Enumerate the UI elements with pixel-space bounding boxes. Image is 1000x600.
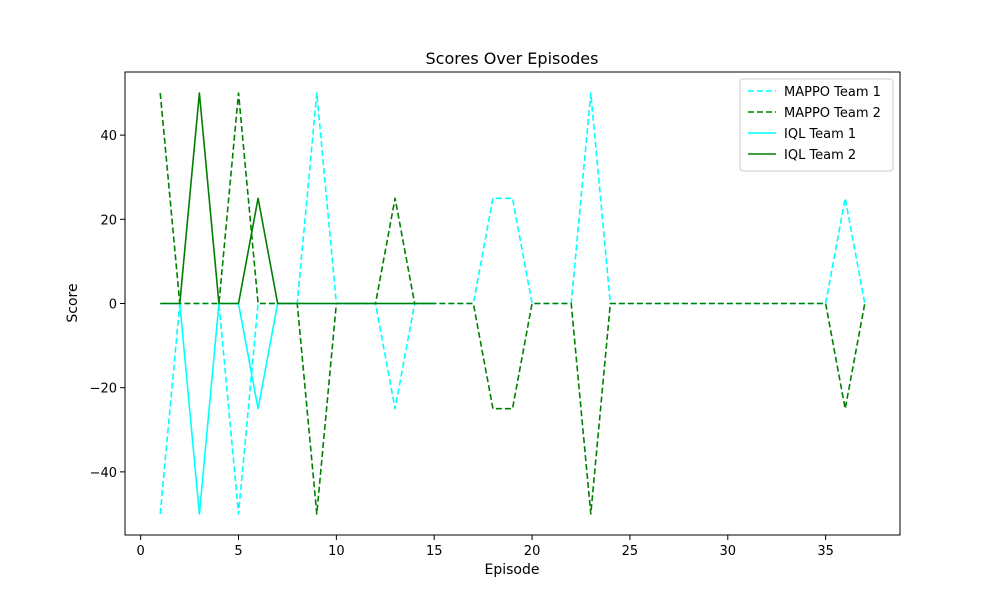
legend-label: IQL Team 1: [784, 127, 856, 142]
x-tick-label: 25: [622, 544, 639, 559]
plot-area: [159, 92, 866, 515]
x-tick-label: 10: [328, 544, 345, 559]
legend-label: MAPPO Team 1: [784, 85, 881, 100]
x-tick-label: 35: [817, 544, 834, 559]
series-line: [159, 92, 866, 515]
y-tick-label: 40: [100, 129, 117, 144]
y-axis-label: Score: [65, 283, 81, 322]
x-axis-label: Episode: [485, 562, 540, 578]
chart-title: Scores Over Episodes: [426, 49, 599, 68]
legend-label: MAPPO Team 2: [784, 106, 881, 121]
legend-box: [739, 78, 894, 172]
series-line: [160, 92, 435, 305]
y-tick-label: 0: [109, 298, 117, 313]
x-tick-label: 15: [426, 544, 443, 559]
y-axis: −40 −20 0 20 40: [90, 129, 125, 481]
x-tick-label: 20: [524, 544, 541, 559]
x-axis: 0 5 10 15 20 25 30 35: [137, 535, 834, 559]
legend-label: IQL Team 2: [784, 148, 856, 163]
y-tick-label: −20: [90, 382, 117, 397]
x-tick-label: 30: [720, 544, 737, 559]
y-tick-label: 20: [100, 213, 117, 228]
legend: MAPPO Team 1 MAPPO Team 2 IQL Team 1 IQL Te…: [739, 78, 894, 172]
x-tick-label: 5: [234, 544, 242, 559]
y-tick-label: −40: [90, 466, 117, 481]
series-line: [160, 302, 435, 515]
x-tick-label: 0: [137, 544, 145, 559]
